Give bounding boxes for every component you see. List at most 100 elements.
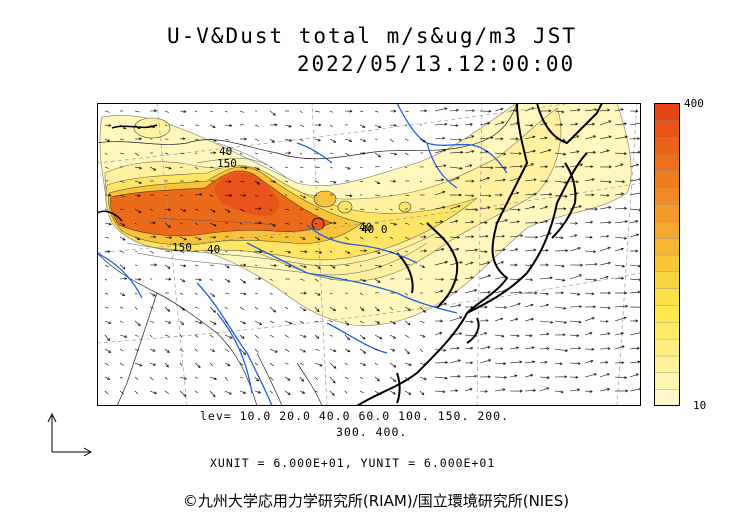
wind-arrowhead — [564, 375, 568, 379]
wind-arrow — [134, 320, 141, 326]
wind-arrow — [344, 362, 348, 366]
wind-arrowhead — [499, 193, 503, 197]
wind-arrowhead — [548, 149, 552, 152]
wind-arrow — [629, 178, 641, 182]
wind-arrow — [404, 306, 411, 311]
wind-arrow — [434, 123, 447, 126]
wind-arrowhead — [441, 247, 445, 251]
wind-arrowhead — [475, 208, 479, 212]
wind-arrow — [479, 332, 487, 336]
wind-arrow — [569, 164, 583, 168]
wind-arrow — [344, 250, 350, 254]
wind-arrow — [404, 376, 409, 381]
wind-arrowhead — [183, 237, 187, 241]
wind-arrow — [314, 320, 319, 323]
colorbar-step — [654, 287, 680, 306]
wind-arrow — [614, 317, 627, 322]
wind-arrowhead — [362, 221, 366, 225]
wind-arrowhead — [443, 302, 447, 306]
wind-arrowhead — [393, 222, 397, 226]
wind-arrowhead — [154, 109, 158, 113]
wind-arrow — [629, 220, 638, 224]
wind-arrow — [479, 122, 490, 126]
wind-arrowhead — [423, 363, 427, 366]
wind-arrow — [149, 390, 157, 394]
wind-arrow — [584, 332, 593, 336]
wind-arrowhead — [197, 365, 201, 368]
wind-arrow — [449, 347, 460, 350]
wind-arrowhead — [199, 321, 203, 324]
wind-arrowhead — [548, 232, 552, 236]
wind-arrow — [404, 292, 408, 296]
wind-arrowhead — [257, 390, 262, 394]
wind-arrow — [299, 222, 303, 225]
wind-arrow — [179, 194, 184, 197]
wind-arrow — [134, 208, 142, 213]
wind-arrowhead — [605, 319, 609, 323]
wind-arrowhead — [406, 378, 409, 382]
wind-arrowhead — [302, 391, 306, 394]
wind-arrowhead — [183, 264, 187, 268]
wind-arrowhead — [317, 292, 321, 296]
wind-arrow — [554, 362, 563, 365]
wind-arrowhead — [458, 193, 462, 197]
wind-arrow — [464, 347, 473, 350]
wind-arrow — [509, 176, 522, 182]
wind-arrowhead — [393, 364, 397, 368]
wind-arrow — [419, 306, 426, 313]
wind-arrowhead — [519, 360, 523, 364]
wind-arrow — [569, 389, 580, 392]
wind-arrow — [254, 334, 259, 339]
wind-arrow — [164, 152, 169, 155]
rivers — [97, 103, 508, 406]
wind-arrow — [164, 348, 170, 353]
wind-arrow — [479, 359, 491, 364]
wind-arrow — [314, 376, 318, 380]
wind-arrow — [479, 250, 488, 253]
wind-arrowhead — [607, 246, 611, 250]
wind-arrow — [464, 164, 472, 168]
wind-arrowhead — [620, 247, 624, 251]
wind-arrow — [179, 348, 184, 352]
wind-arrowhead — [124, 277, 128, 281]
wind-arrow — [449, 333, 462, 336]
colorbar-step — [654, 388, 680, 406]
dust-region-high — [110, 170, 333, 237]
wind-arrow — [224, 250, 228, 253]
wind-arrow — [194, 208, 199, 211]
wind-arrow — [344, 306, 348, 310]
wind-arrowhead — [363, 279, 367, 282]
wind-arrow — [524, 107, 535, 112]
wind-arrow — [299, 320, 305, 324]
wind-arrow — [329, 180, 337, 183]
wind-arrow — [539, 304, 549, 308]
wind-arrowhead — [518, 176, 522, 180]
wind-arrow — [254, 250, 262, 253]
wind-arrowhead — [500, 261, 505, 264]
wind-arrowhead — [636, 137, 641, 141]
wind-arrow — [284, 264, 291, 267]
wind-arrowhead — [589, 390, 593, 393]
wind-arrow — [179, 236, 187, 240]
wind-arrowhead — [605, 360, 609, 364]
wind-arrow — [194, 320, 202, 324]
wind-arrow — [479, 137, 493, 140]
wind-arrowhead — [241, 336, 245, 339]
wind-arrowhead — [457, 359, 461, 363]
wind-arrow — [284, 166, 288, 168]
wind-arrow — [374, 278, 381, 283]
wind-arrow — [524, 179, 537, 182]
wind-arrowhead — [199, 193, 203, 196]
wind-arrow — [599, 247, 611, 252]
wind-arrow — [254, 124, 260, 127]
wind-arrowhead — [139, 137, 143, 141]
wind-arrowhead — [289, 321, 293, 325]
wind-arrow — [134, 110, 140, 113]
map-timestamp: 2022/05/13.12:00:00 — [296, 52, 576, 76]
wind-arrowhead — [287, 377, 291, 381]
wind-arrow — [569, 306, 582, 308]
wind-arrowhead — [108, 321, 112, 324]
wind-arrow — [524, 318, 534, 322]
wind-arrow — [584, 178, 595, 182]
wind-arrow — [269, 110, 276, 116]
